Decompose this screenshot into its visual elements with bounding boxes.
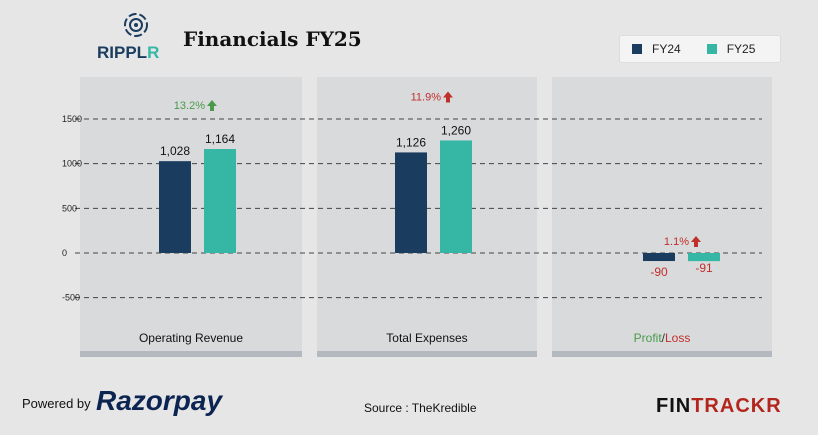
- powered-by-label: Powered by: [22, 396, 91, 411]
- bar-fy25: [688, 253, 720, 262]
- y-tick-label: 1000: [62, 159, 82, 169]
- razorpay-logo: Razorpay: [96, 385, 223, 416]
- y-tick-label: 1500: [62, 114, 82, 124]
- arrow-up-icon: [443, 91, 453, 103]
- svg-text:RIPPLR: RIPPLR: [97, 43, 159, 62]
- data-label: -90: [650, 265, 668, 279]
- category-label: Profit/Loss: [634, 331, 691, 345]
- panel-base-2: [552, 351, 772, 357]
- bar-fy24: [643, 253, 675, 262]
- legend-swatch-fy24: [632, 44, 642, 54]
- legend-label-fy25: FY25: [726, 42, 756, 56]
- data-label: 1,260: [441, 123, 471, 137]
- arrow-up-icon: [691, 236, 701, 247]
- panel-base-1: [317, 351, 537, 357]
- data-label: 1,126: [396, 135, 426, 149]
- bar-fy24: [159, 161, 191, 253]
- bar-fy24: [395, 152, 427, 253]
- growth-label: 11.9%: [411, 91, 442, 103]
- bar-fy25: [440, 140, 472, 253]
- panel-2: [552, 77, 772, 357]
- data-label: 1,028: [160, 144, 190, 158]
- legend: FY24 FY25: [619, 35, 781, 63]
- y-tick-label: -500: [62, 293, 80, 303]
- category-label: Total Expenses: [386, 331, 467, 345]
- growth-label: 1.1%: [664, 236, 689, 248]
- legend-label-fy24: FY24: [652, 42, 681, 56]
- data-label: -91: [695, 261, 713, 275]
- panel-base-0: [80, 351, 302, 357]
- y-tick-label: 500: [62, 203, 77, 213]
- arrow-up-icon: [207, 100, 217, 112]
- page-title: Financials FY25: [183, 27, 362, 51]
- fintrackr-logo: FINTRACKR: [656, 395, 782, 417]
- ripplr-logo: RIPPLR: [97, 13, 159, 62]
- data-label: 1,164: [205, 132, 235, 146]
- growth-label: 13.2%: [174, 100, 205, 112]
- legend-swatch-fy25: [706, 44, 717, 54]
- bar-fy25: [204, 149, 236, 253]
- y-tick-label: 0: [62, 248, 67, 258]
- source-label: Source : TheKredible: [364, 401, 477, 415]
- category-label: Operating Revenue: [139, 331, 243, 345]
